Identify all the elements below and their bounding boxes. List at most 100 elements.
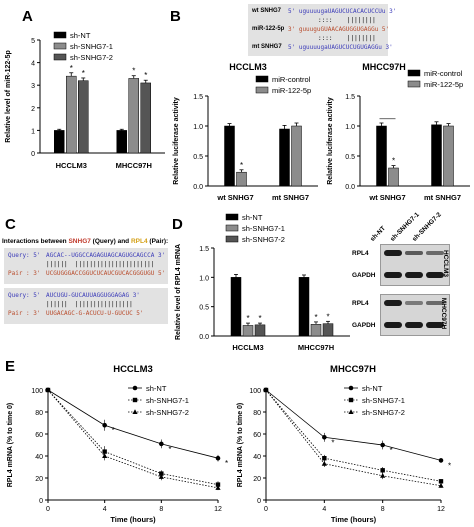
bar <box>279 128 290 187</box>
data-point <box>215 455 221 461</box>
bar <box>66 75 77 154</box>
interaction-box-2: Query: 5' AUCUGU-GUCAUUAGGUGGAGAG 3' |||… <box>4 288 168 324</box>
bar <box>322 323 334 337</box>
panel-label-c: C <box>5 216 16 233</box>
chart-a-mir122-level: 0 1 2 3 4 5 Relative level of miR-122-5p * * HCCL… <box>5 31 165 170</box>
x-category-label: HCCLM3 <box>56 161 87 170</box>
band-rpl4-mhcc97h-1 <box>384 300 402 306</box>
legend-label: miR-control <box>424 69 463 78</box>
y-tick-label: 80 <box>253 410 261 417</box>
data-point <box>438 458 444 463</box>
y-tick-label: 3 <box>31 83 35 90</box>
interaction-box-1: Query: 5' AGCAC--UGGCCAGAGUAGCAGUGCAGCCA… <box>4 248 168 284</box>
y-tick-label: 1.0 <box>345 124 355 131</box>
legend-swatch <box>225 224 239 232</box>
bar <box>140 82 151 154</box>
data-point <box>263 387 269 392</box>
y-tick-label: 1.5 <box>193 94 203 101</box>
data-point <box>158 474 164 479</box>
y-axis-title: Relative luciferase activity <box>327 97 334 185</box>
chart-title: MHCC97H <box>362 62 406 72</box>
panel-label-e: E <box>5 358 16 375</box>
legend-label: sh-SNHG7-2 <box>362 408 405 417</box>
blot-cell-label-hcclm3: HCCLM3 <box>442 249 450 278</box>
band-rpl4-mhcc97h-2 <box>405 301 423 305</box>
legend-swatch <box>53 31 67 39</box>
y-tick-label: 0.0 <box>193 184 203 191</box>
series-line <box>265 389 442 487</box>
x-tick-label: 4 <box>322 506 326 513</box>
blot-strip-hcclm3 <box>380 244 450 286</box>
bar <box>310 324 322 337</box>
bar <box>116 130 127 154</box>
x-category-label: MHCC97H <box>298 343 334 352</box>
band-gapdh-hcclm3-3 <box>426 272 444 278</box>
y-tick-label: 20 <box>253 476 261 483</box>
y-tick-label: 0 <box>39 498 43 505</box>
blot-strip-mhcc97h <box>380 294 450 336</box>
y-axis-title: Relative luciferase activity <box>173 97 180 185</box>
legend-swatch <box>407 69 421 77</box>
significance-star: * <box>82 69 85 78</box>
bar <box>443 125 454 187</box>
wt-snhg7-label: wt SNHG7 <box>252 8 282 14</box>
legend-swatch <box>53 42 67 50</box>
x-category-label: MHCC97H <box>116 161 152 170</box>
legend-swatch <box>255 75 269 83</box>
data-point <box>102 449 107 454</box>
data-point <box>159 441 164 447</box>
bar <box>78 80 89 154</box>
y-tick-label: 60 <box>35 432 43 439</box>
blot-cell-label-mhcc97h: MHCC97H <box>440 297 448 330</box>
y-axis-title: RPL4 mRNA (% to time 0) <box>237 403 244 488</box>
data-point <box>322 435 327 440</box>
bar <box>236 171 247 187</box>
legend-marker <box>348 409 354 414</box>
blot-row-label-rpl4-1: RPL4 <box>352 250 369 257</box>
title-query-gene: SNHG7 <box>68 238 91 245</box>
significance-star: * <box>331 438 334 447</box>
y-tick-label: 0.5 <box>193 154 203 161</box>
legend-marker <box>132 385 138 391</box>
legend-label: miR-control <box>272 75 311 84</box>
y-tick-label: 60 <box>253 432 261 439</box>
legend-swatch <box>407 80 421 88</box>
legend-label: sh-SNHG7-1 <box>362 396 405 405</box>
y-tick-label: 0.5 <box>199 305 209 312</box>
significance-star: * <box>392 157 395 166</box>
legend-label: sh-SNHG7-2 <box>242 235 285 244</box>
x-tick-label: 8 <box>381 506 385 513</box>
data-point <box>102 453 108 458</box>
bar <box>224 125 235 187</box>
significance-star: * <box>168 445 171 454</box>
band-gapdh-hcclm3-1 <box>384 272 402 278</box>
legend-marker <box>348 385 354 391</box>
y-tick-label: 0.0 <box>199 334 209 341</box>
chart-title: HCCLM3 <box>229 62 267 72</box>
chart-e-mhcc97h-decay: 0 20 40 60 80 100 0 4 8 12 MHCC97H Time (hours) RPL4… <box>237 364 451 524</box>
series-line <box>47 389 219 485</box>
x-axis-title: Time (hours) <box>331 515 377 524</box>
y-tick-label: 1.5 <box>345 94 355 101</box>
legend-label: sh-NT <box>146 384 167 393</box>
y-tick-label: 1.0 <box>199 275 209 282</box>
significance-star: * <box>144 71 147 80</box>
band-gapdh-mhcc97h-1 <box>384 322 402 328</box>
significance-star: * <box>448 461 451 470</box>
panel-label-b: B <box>170 8 181 25</box>
significance-star: * <box>314 313 317 322</box>
query1-label: Query: 5' <box>8 252 41 259</box>
bar <box>54 130 65 154</box>
series-line <box>47 389 219 459</box>
sequence-alignment-box: wt SNHG7 5' uguuuugaUAGUCUCACACUCCUu 3' … <box>248 4 396 56</box>
chart-title: MHCC97H <box>330 364 376 375</box>
title-pair-gene: RPL4 <box>130 238 148 245</box>
interaction-title: Interactions between SNHG7 (Query) and R… <box>2 238 168 245</box>
mir122-sequence: 3' guuuguGUAACAGUGGUGAGGu 5' <box>288 26 390 33</box>
x-tick-label: 0 <box>264 506 268 513</box>
data-point <box>322 456 327 461</box>
legend-marker <box>132 409 138 414</box>
y-tick-label: 0.0 <box>345 184 355 191</box>
legend-swatch <box>255 86 269 94</box>
bar <box>128 78 139 154</box>
